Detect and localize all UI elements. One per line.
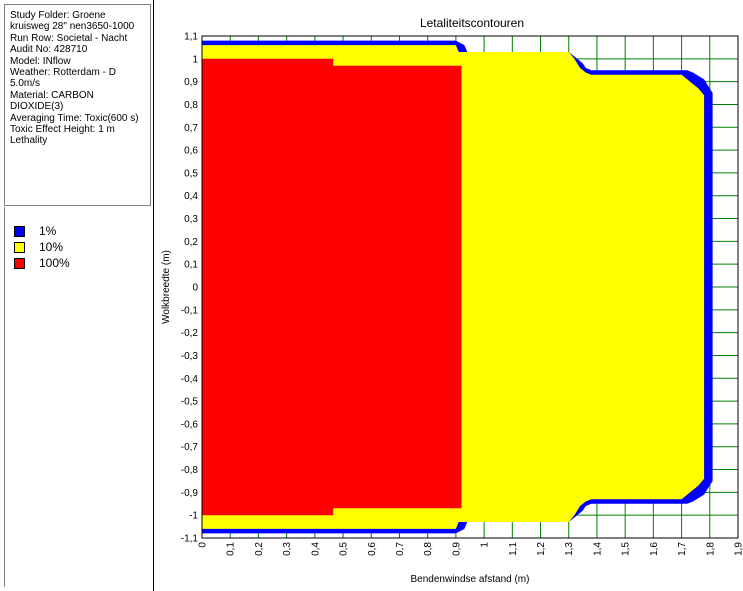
legend-label: 10% xyxy=(39,240,64,254)
y-tick-label: -1,1 xyxy=(181,534,199,545)
info-line: Weather: Rotterdam - D xyxy=(10,67,116,79)
x-tick-label: 0,5 xyxy=(339,542,350,556)
chart-title: Letaliteitscontouren xyxy=(420,16,524,30)
y-tick-label: -0,2 xyxy=(181,328,199,339)
x-tick-label: 1,1 xyxy=(508,542,519,556)
y-tick-label: 0,1 xyxy=(184,260,198,271)
legend-swatch xyxy=(14,241,25,253)
info-line: Material: CARBON xyxy=(10,89,94,101)
y-tick-label: 0,6 xyxy=(184,146,198,157)
y-tick-label: 0,3 xyxy=(184,214,198,225)
legend-item: 1% xyxy=(14,224,56,238)
legend: 1% 10% 100% xyxy=(4,207,151,587)
legend-label: 1% xyxy=(39,224,57,238)
side-panel: Study Folder: Groene kruisweg 28" nen3650… xyxy=(0,0,154,591)
x-tick-label: 1 xyxy=(480,542,491,548)
x-axis-ticks: 0 0,1 0,2 0,3 0,4 0,5 0,6 0,7 0,8 0,9 1 1,1 1,2 1,3 1,… xyxy=(198,542,743,556)
x-tick-label: 1,3 xyxy=(564,542,575,556)
legend-label: 100% xyxy=(39,256,70,270)
x-tick-label: 0 xyxy=(198,542,209,548)
legend-swatch xyxy=(14,225,25,237)
y-tick-label: -0,1 xyxy=(181,305,199,316)
y-tick-label: 1 xyxy=(192,54,198,65)
x-tick-label: 0,9 xyxy=(451,542,462,556)
legend-item: 10% xyxy=(14,240,63,254)
y-axis-label: Wolkbreedte (m) xyxy=(161,250,172,324)
info-line: Averaging Time: Toxic(600 s) xyxy=(10,112,139,124)
info-line: 5.0m/s xyxy=(10,78,41,90)
y-tick-label: 1,1 xyxy=(184,32,198,43)
y-tick-label: -0,7 xyxy=(181,442,199,453)
y-tick-label: 0,2 xyxy=(184,237,198,248)
x-tick-label: 0,7 xyxy=(395,542,406,556)
study-info-box: Study Folder: Groene kruisweg 28" nen3650… xyxy=(4,4,151,206)
plot-area xyxy=(201,35,739,539)
y-tick-label: -1 xyxy=(189,511,198,522)
info-line: DIOXIDE(3) xyxy=(10,101,64,113)
info-line: Study Folder: Groene xyxy=(10,10,106,21)
x-axis-label: Bendenwindse afstand (m) xyxy=(411,574,530,585)
x-tick-label: 1,2 xyxy=(536,542,547,556)
x-tick-label: 1,7 xyxy=(677,542,688,556)
y-tick-label: 0,4 xyxy=(184,191,198,202)
y-axis-ticks: 1,1 1 0,9 0,8 0,7 0,6 0,5 0,4 0,3 0,2 0,1 0 -0,1 -0,2… xyxy=(181,32,199,545)
y-tick-label: 0,8 xyxy=(184,100,198,111)
x-tick-label: 1,4 xyxy=(592,542,603,556)
x-tick-label: 1,8 xyxy=(705,542,716,556)
legend-swatch xyxy=(14,257,25,269)
info-line: kruisweg 28" nen3650-1000 xyxy=(10,21,135,33)
x-tick-label: 1,9 xyxy=(734,542,743,556)
contour-chart: Letaliteitscontouren 1,1 1 0,9 0,8 0,7 0,6 0,5… xyxy=(161,16,743,585)
y-tick-label: -0,9 xyxy=(181,488,199,499)
x-tick-label: 1,5 xyxy=(621,542,632,556)
info-line: Run Row: Societal - Nacht xyxy=(10,32,128,44)
y-tick-label: 0,9 xyxy=(184,77,198,88)
series-layer xyxy=(202,40,713,534)
x-tick-label: 0,2 xyxy=(254,542,265,556)
info-line: Toxic Effect Height: 1 m xyxy=(10,124,115,136)
x-tick-label: 1,6 xyxy=(649,542,660,556)
x-tick-label: 0,6 xyxy=(367,542,378,556)
x-tick-label: 0,8 xyxy=(423,542,434,556)
info-line: Model: INflow xyxy=(10,55,71,67)
y-tick-label: -0,4 xyxy=(181,374,199,385)
y-tick-label: -0,8 xyxy=(181,465,199,476)
y-tick-label: 0,5 xyxy=(184,168,198,179)
info-line: Lethality xyxy=(10,135,48,147)
x-tick-label: 0,3 xyxy=(282,542,293,556)
info-line: Audit No: 428710 xyxy=(10,44,88,56)
y-tick-label: -0,3 xyxy=(181,351,199,362)
y-tick-label: 0 xyxy=(192,283,198,294)
contour-100pct xyxy=(202,58,462,516)
y-tick-label: -0,5 xyxy=(181,397,199,408)
x-tick-label: 0,1 xyxy=(226,542,237,556)
legend-item: 100% xyxy=(14,256,70,270)
x-tick-label: 0,4 xyxy=(310,542,321,556)
y-tick-label: 0,7 xyxy=(184,123,198,134)
y-tick-label: -0,6 xyxy=(181,419,199,430)
